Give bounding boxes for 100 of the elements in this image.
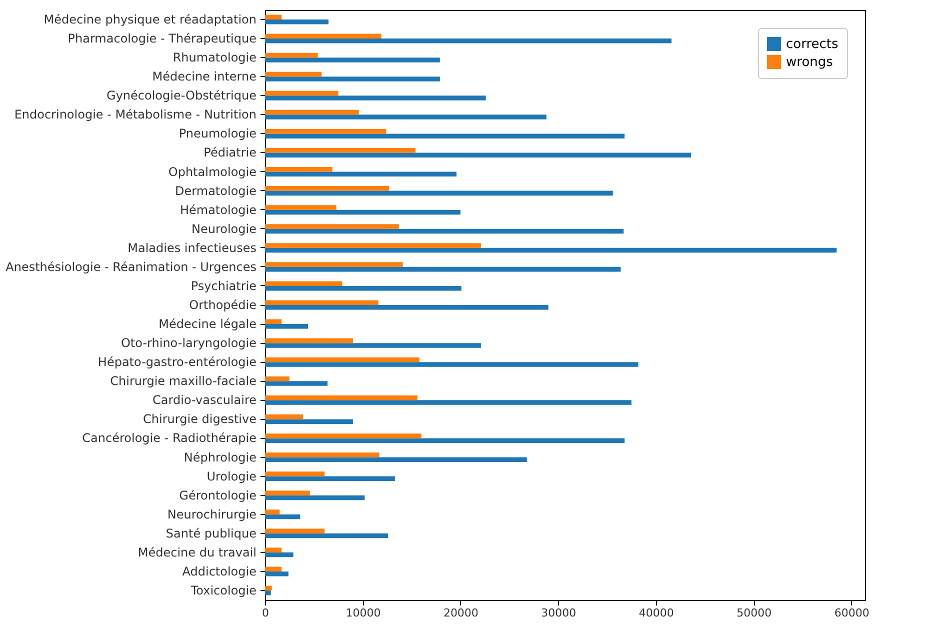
- bar: [265, 96, 486, 100]
- bar: [265, 38, 672, 44]
- bar: [265, 319, 282, 324]
- bar: [265, 58, 440, 62]
- bar: [265, 495, 365, 500]
- bar: [265, 472, 325, 476]
- bar: [265, 262, 403, 267]
- bar: [265, 205, 336, 210]
- x-tick-label: 0: [262, 606, 269, 620]
- legend-label: wrongs: [786, 55, 834, 70]
- bar: [265, 476, 395, 482]
- bar: [265, 152, 692, 158]
- bar: [265, 186, 390, 191]
- x-tick-label: 50000: [736, 606, 772, 620]
- bar: [265, 433, 422, 438]
- y-tick-label: Urologie: [206, 469, 256, 484]
- bar: [265, 381, 328, 386]
- x-tick-label: 10000: [346, 606, 381, 620]
- bar: [265, 528, 325, 534]
- y-tick-label: Médecine légale: [158, 317, 256, 332]
- bar: [265, 172, 457, 177]
- y-tick-label: Hépato-gastro-entérologie: [98, 355, 256, 370]
- y-tick-label: Endocrinologie - Métabolisme - Nutrition: [14, 108, 256, 122]
- bar: [265, 286, 462, 291]
- bar: [265, 281, 342, 286]
- y-tick-label: Oto-rhino-laryngologie: [120, 336, 256, 350]
- y-tick-label: Pédiatrie: [204, 146, 256, 160]
- bar: [265, 548, 282, 552]
- bar: [265, 266, 621, 272]
- bar: [265, 248, 837, 253]
- bar: [265, 566, 282, 572]
- bar: [265, 552, 294, 558]
- bar: [265, 376, 290, 382]
- y-tick-label: Pneumologie: [178, 126, 256, 141]
- bar: [265, 586, 272, 590]
- bar: [265, 228, 624, 234]
- bar: [265, 419, 353, 424]
- bar: [265, 52, 318, 58]
- y-tick-label: Gynécologie-Obstétrique: [106, 88, 256, 103]
- bar: [265, 20, 329, 24]
- y-tick-label: Néphrologie: [184, 450, 256, 464]
- bar: [265, 590, 271, 596]
- bar: [265, 510, 280, 514]
- y-tick-label: Psychiatrie: [190, 278, 256, 293]
- y-tick-label: Neurochirurgie: [167, 507, 256, 522]
- y-tick-label: Santé publique: [166, 526, 256, 540]
- bar: [265, 305, 548, 310]
- x-tick-label: 20000: [443, 606, 478, 620]
- y-tick-label: Toxicologie: [190, 583, 256, 598]
- y-tick-label: Hématologie: [180, 202, 256, 217]
- y-tick-label: Neurologie: [192, 222, 256, 236]
- bar: [265, 438, 625, 443]
- y-tick-label: Cardio-vasculaire: [152, 393, 256, 408]
- x-tick-label: 30000: [541, 606, 576, 620]
- bar: [265, 134, 625, 138]
- y-tick-label: Chirurgie digestive: [143, 412, 256, 426]
- y-tick-label: Dermatologie: [175, 184, 256, 198]
- y-tick-label: Orthopédie: [189, 298, 256, 312]
- y-tick-label: Médecine interne: [152, 70, 256, 84]
- bar: [265, 148, 416, 153]
- bar: [265, 362, 638, 367]
- bar: [265, 224, 399, 229]
- bar: [265, 343, 481, 348]
- bar: [265, 571, 288, 576]
- y-tick-label: Ophtalmologie: [168, 164, 256, 179]
- bar: [265, 357, 420, 362]
- bar: [265, 128, 386, 134]
- bar: [265, 400, 632, 405]
- bar: [265, 414, 304, 420]
- bar: [265, 452, 380, 458]
- bar: [265, 210, 460, 215]
- bar: [265, 14, 282, 20]
- bar: [265, 167, 332, 172]
- bar: [265, 114, 546, 120]
- y-tick-label: Anesthésiologie - Réanimation - Urgences: [6, 260, 256, 274]
- x-tick-label: 40000: [638, 606, 674, 620]
- y-tick-label: Addictologie: [182, 564, 256, 578]
- bar: [265, 514, 300, 520]
- y-tick-label: Maladies infectieuses: [128, 240, 256, 255]
- bar: [265, 490, 310, 496]
- bar: [265, 34, 382, 39]
- x-tick-label: 60000: [834, 606, 870, 620]
- y-tick-label: Pharmacologie - Thérapeutique: [68, 32, 256, 46]
- bar: [265, 72, 322, 77]
- bar: [265, 90, 338, 96]
- bar: [265, 76, 440, 82]
- y-tick-label: Médecine physique et réadaptation: [44, 12, 256, 27]
- bar: [265, 533, 388, 538]
- bar: [265, 324, 308, 329]
- bar: [265, 395, 418, 400]
- y-tick-label: Cancérologie - Radiothérapie: [82, 431, 256, 446]
- y-tick-label: Gérontologie: [179, 488, 256, 502]
- bar: [265, 243, 481, 248]
- legend-label: corrects: [786, 37, 839, 52]
- bar: [265, 110, 359, 115]
- bar: [265, 190, 613, 196]
- y-tick-label: Chirurgie maxillo-faciale: [110, 374, 256, 388]
- y-tick-label: Rhumatologie: [172, 50, 256, 65]
- bar: [265, 457, 527, 462]
- bar: [265, 338, 353, 344]
